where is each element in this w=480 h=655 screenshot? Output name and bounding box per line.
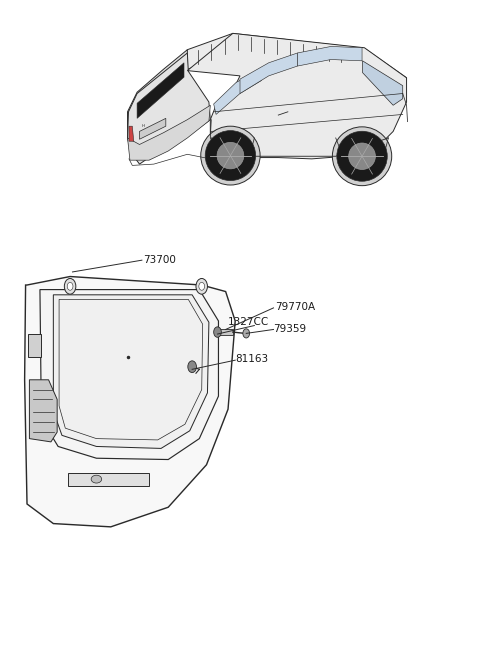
Text: 73700: 73700: [144, 255, 176, 265]
Polygon shape: [68, 473, 149, 485]
Ellipse shape: [332, 127, 392, 185]
Polygon shape: [187, 33, 407, 159]
Polygon shape: [137, 63, 184, 119]
Ellipse shape: [205, 130, 256, 181]
Polygon shape: [163, 33, 407, 94]
Ellipse shape: [348, 143, 375, 170]
Polygon shape: [240, 53, 298, 94]
Circle shape: [188, 361, 196, 373]
Polygon shape: [53, 295, 209, 449]
Polygon shape: [128, 53, 210, 160]
Polygon shape: [217, 329, 233, 335]
Circle shape: [67, 282, 73, 290]
Circle shape: [64, 278, 76, 294]
Polygon shape: [140, 119, 166, 140]
Polygon shape: [129, 126, 134, 141]
Polygon shape: [128, 105, 210, 160]
Ellipse shape: [201, 126, 260, 185]
Polygon shape: [298, 47, 362, 66]
Polygon shape: [362, 61, 403, 105]
Text: H: H: [142, 124, 145, 128]
Ellipse shape: [337, 131, 387, 181]
Text: 79770A: 79770A: [275, 301, 315, 312]
Polygon shape: [128, 50, 187, 164]
Text: 79359: 79359: [274, 324, 307, 335]
Text: 1327CC: 1327CC: [228, 317, 269, 328]
Circle shape: [214, 327, 221, 337]
Ellipse shape: [91, 476, 102, 483]
Polygon shape: [28, 334, 41, 357]
Circle shape: [199, 282, 204, 290]
Polygon shape: [24, 276, 235, 527]
Polygon shape: [214, 69, 262, 115]
Circle shape: [243, 329, 250, 338]
Ellipse shape: [217, 142, 244, 169]
Polygon shape: [29, 380, 57, 442]
Circle shape: [196, 278, 207, 294]
Polygon shape: [40, 290, 218, 460]
Text: 81163: 81163: [235, 354, 268, 364]
